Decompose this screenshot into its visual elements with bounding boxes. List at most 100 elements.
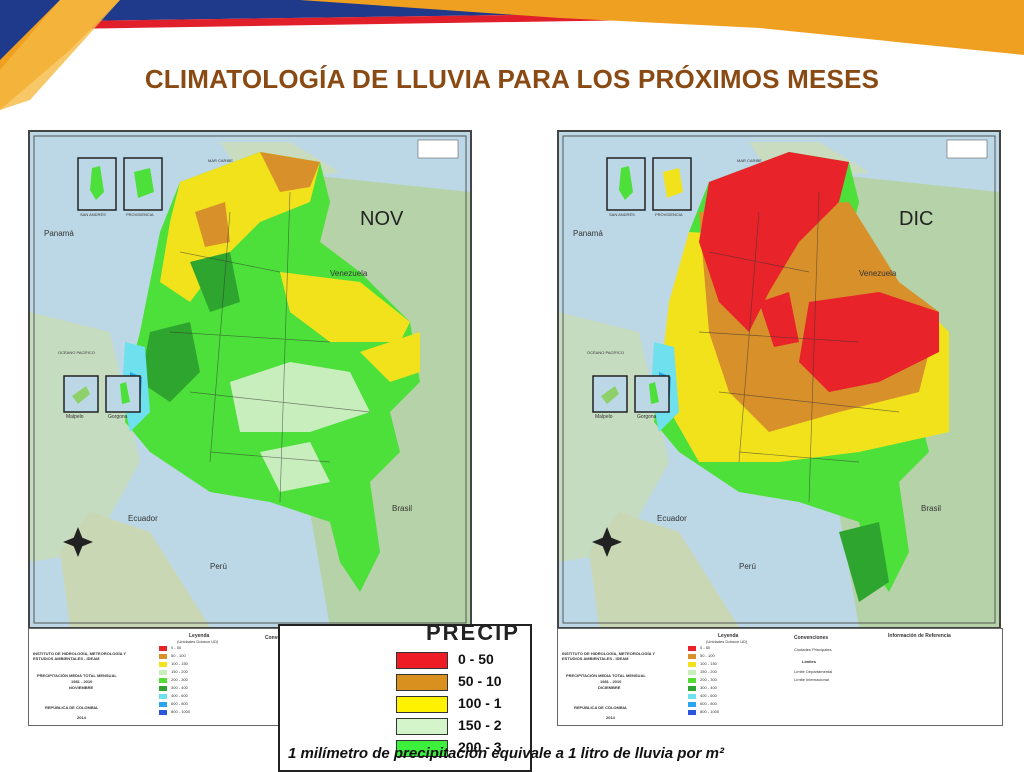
legend-heading: PRECIP <box>426 624 520 645</box>
label-providencia: PROVIDENCIA <box>126 212 154 217</box>
swatch-400-600 <box>159 694 167 699</box>
swatch-400-600 <box>688 694 696 699</box>
legend-year: 2014 <box>606 715 615 720</box>
range-label: 0 - 50 <box>700 645 711 650</box>
precipitation-legend: PRECIP 0 - 50 50 - 10 100 - 1 150 - 2 20… <box>278 624 532 772</box>
label-san-andres: SAN ANDRÉS <box>80 212 106 217</box>
legend-row: 100 - 1 <box>396 695 530 713</box>
range-label: 400 - 600 <box>700 693 717 698</box>
legend-panel-dic: INSTITUTO DE HIDROLOGÍA, METEOROLOGÍA Y … <box>557 628 1003 726</box>
map-dic: Venezuela Brasil Perú Ecuador Panamá SAN… <box>557 130 1001 629</box>
header-banner <box>0 0 1024 110</box>
swatch-600-800 <box>159 702 167 707</box>
legend-row: 200 - 3 <box>396 739 530 757</box>
legend-row-label: 150 - 2 <box>458 717 502 733</box>
swatch-300-400 <box>159 686 167 691</box>
range-label: 800 - 1000 <box>700 709 720 714</box>
leyenda-label: Leyenda <box>718 633 739 639</box>
swatch-300-400 <box>688 686 696 691</box>
range-label: 50 - 100 <box>171 653 186 658</box>
limite-dep-label: Límite Departamental <box>794 669 833 674</box>
label-mar-caribe: MAR CARIBE <box>208 158 233 163</box>
legend-row: 50 - 10 <box>396 673 530 691</box>
legend-row-label: 200 - 3 <box>458 739 502 755</box>
label-brasil: Brasil <box>392 504 413 513</box>
range-label: 600 - 800 <box>700 701 717 706</box>
range-label: 200 - 300 <box>700 677 717 682</box>
range-label: 800 - 1000 <box>171 709 191 714</box>
legend-year: 2014 <box>77 715 86 720</box>
swatch-0-50 <box>159 646 167 651</box>
range-label: 600 - 800 <box>171 701 188 706</box>
legend-row: 0 - 50 <box>396 651 530 669</box>
label-san-andres: SAN ANDRÉS <box>609 212 635 217</box>
month-label-dic: DIC <box>899 208 934 230</box>
legend-period: 1981 - 2010 <box>600 679 622 684</box>
swatch-50-100 <box>159 654 167 659</box>
legend-swatch-green <box>396 740 448 757</box>
map-dic-graphic <box>559 132 999 627</box>
swatch-800-1000 <box>688 710 696 715</box>
range-label: 300 - 400 <box>171 685 188 690</box>
swatch-0-50 <box>688 646 696 651</box>
range-label: 100 - 150 <box>700 661 717 666</box>
label-oceano-pacifico: OCÉANO PACÍFICO <box>587 350 625 355</box>
swatch-800-1000 <box>159 710 167 715</box>
limites-label: Límites <box>802 659 817 664</box>
label-venezuela: Venezuela <box>859 269 897 278</box>
legend-title: PRECIPITACIÓN MEDIA TOTAL MENSUAL <box>566 673 646 678</box>
swatch-100-150 <box>159 662 167 667</box>
label-providencia: PROVIDENCIA <box>655 212 683 217</box>
legend-period: 1981 - 2010 <box>71 679 93 684</box>
leyenda-label: Leyenda <box>189 633 210 639</box>
swatch-200-300 <box>688 678 696 683</box>
range-label: 50 - 100 <box>700 653 715 658</box>
info-ref-label: Información de Referencia <box>888 633 951 639</box>
swatch-200-300 <box>159 678 167 683</box>
legend-swatch-orange <box>396 674 448 691</box>
swatch-150-200 <box>159 670 167 675</box>
legend-country: REPÚBLICA DE COLOMBIA <box>574 705 627 710</box>
swatch-600-800 <box>688 702 696 707</box>
leyenda-units: (Unidades Dobson UD) <box>706 639 748 644</box>
range-label: 150 - 200 <box>171 669 188 674</box>
label-peru: Perú <box>739 562 756 571</box>
label-ecuador: Ecuador <box>128 514 158 523</box>
swatch-50-100 <box>688 654 696 659</box>
label-gorgona: Gorgona <box>637 414 657 420</box>
range-label: 400 - 600 <box>171 693 188 698</box>
map-nov-graphic <box>30 132 470 627</box>
range-label: 0 - 50 <box>171 645 182 650</box>
label-malpelo: Malpelo <box>66 414 84 420</box>
convenciones-label: Convenciones <box>794 635 829 641</box>
label-panama: Panamá <box>573 229 603 238</box>
label-venezuela: Venezuela <box>330 269 368 278</box>
label-oceano-pacifico: OCÉANO PACÍFICO <box>58 350 96 355</box>
label-peru: Perú <box>210 562 227 571</box>
label-brasil: Brasil <box>921 504 942 513</box>
legend-swatch-yellow <box>396 696 448 713</box>
label-ecuador: Ecuador <box>657 514 687 523</box>
legend-swatch-red <box>396 652 448 669</box>
legend-country: REPÚBLICA DE COLOMBIA <box>45 705 98 710</box>
label-malpelo: Malpelo <box>595 414 613 420</box>
range-label: 100 - 150 <box>171 661 188 666</box>
legend-row: 150 - 2 <box>396 717 530 735</box>
footnote: 1 milímetro de precipitación equivale a … <box>288 745 724 762</box>
month-label-nov: NOV <box>360 208 404 230</box>
leyenda-units: (Unidades Dobson UD) <box>177 639 219 644</box>
limite-int-label: Límite Internacional <box>794 677 829 682</box>
swatch-150-200 <box>688 670 696 675</box>
legend-row-label: 100 - 1 <box>458 695 502 711</box>
legend-month-name: DICIEMBRE <box>598 685 621 690</box>
legend-row-label: 0 - 50 <box>458 651 494 667</box>
ciudades-label: Ciudades Principales <box>794 647 832 652</box>
institute-label: INSTITUTO DE HIDROLOGÍA, METEOROLOGÍA Y … <box>33 651 126 661</box>
range-label: 200 - 300 <box>171 677 188 682</box>
legend-title: PRECIPITACIÓN MEDIA TOTAL MENSUAL <box>37 673 117 678</box>
label-gorgona: Gorgona <box>108 414 128 420</box>
slide-title: CLIMATOLOGÍA DE LLUVIA PARA LOS PRÓXIMOS… <box>144 64 880 94</box>
legend-row-label: 50 - 10 <box>458 673 502 689</box>
institute-label: INSTITUTO DE HIDROLOGÍA, METEOROLOGÍA Y … <box>562 651 655 661</box>
range-label: 150 - 200 <box>700 669 717 674</box>
